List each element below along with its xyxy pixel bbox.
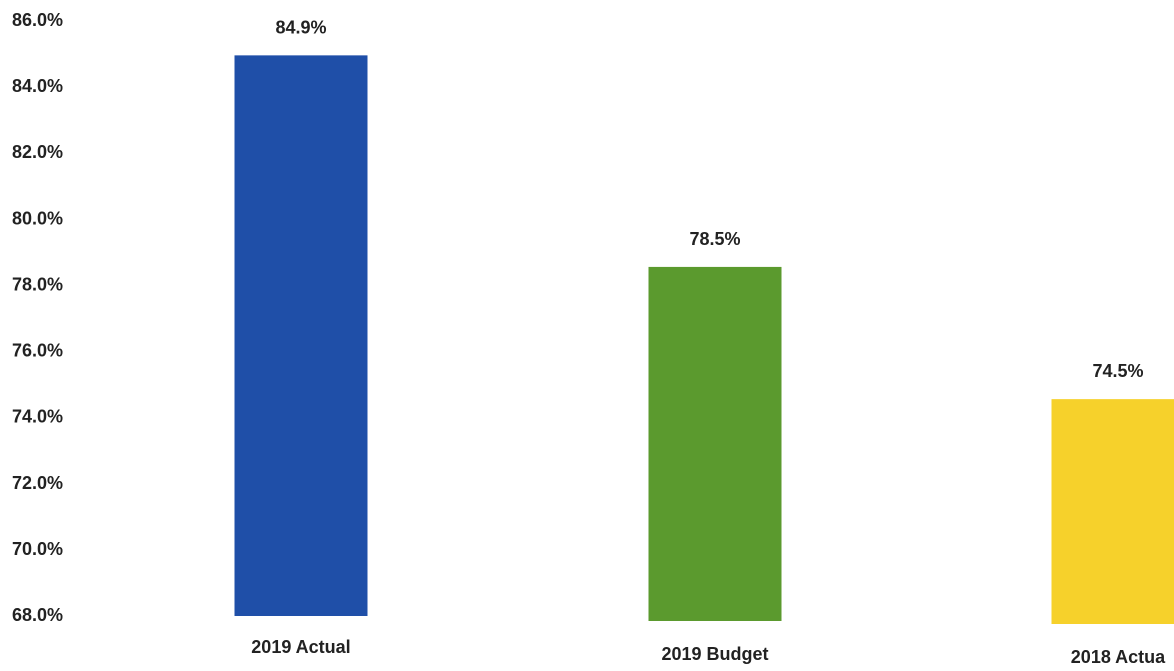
y-tick-label: 70.0% — [12, 539, 63, 559]
value-label: 74.5% — [1092, 361, 1143, 381]
value-label: 78.5% — [689, 229, 740, 249]
y-axis: 86.0% 84.0% 82.0% 80.0% 78.0% 76.0% 74.0% 72.0%… — [12, 10, 63, 625]
x-tick-label: 2019 Budget — [661, 644, 768, 664]
x-tick-label: 2018 Actua — [1071, 647, 1166, 666]
y-tick-label: 82.0% — [12, 142, 63, 162]
y-tick-label: 78.0% — [12, 274, 63, 294]
y-tick-label: 68.0% — [12, 605, 63, 625]
y-tick-label: 72.0% — [12, 473, 63, 493]
y-tick-label: 76.0% — [12, 341, 63, 361]
y-tick-label: 86.0% — [12, 10, 63, 30]
bar — [649, 267, 782, 621]
bar — [1052, 399, 1174, 624]
y-tick-label: 84.0% — [12, 76, 63, 96]
value-label: 84.9% — [275, 17, 326, 37]
y-tick-label: 80.0% — [12, 208, 63, 228]
bar — [235, 55, 368, 616]
x-tick-label: 2019 Actual — [251, 637, 350, 657]
x-axis-labels: 2019 Actual 2019 Budget 2018 Actua — [251, 637, 1166, 666]
bars — [235, 55, 1174, 624]
y-tick-label: 74.0% — [12, 407, 63, 427]
